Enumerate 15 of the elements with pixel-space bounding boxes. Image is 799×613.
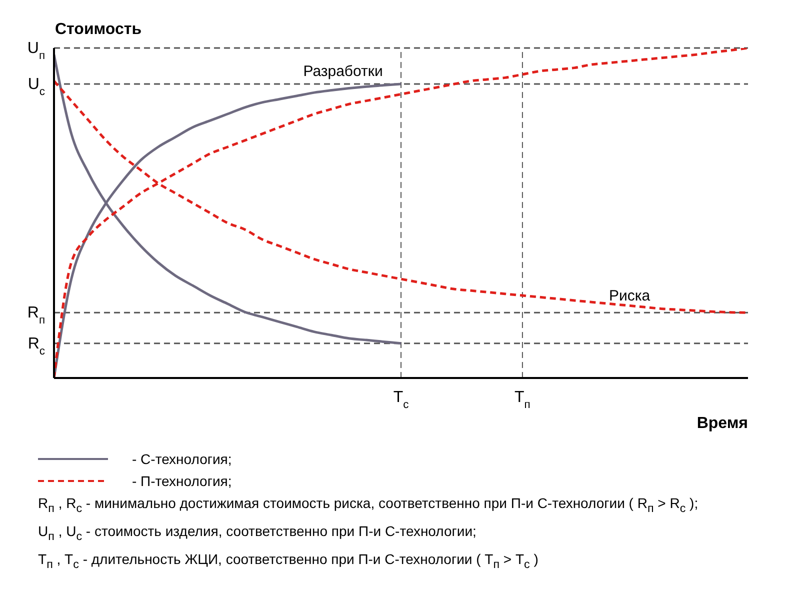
annotation: Риска bbox=[609, 287, 651, 304]
ref-line-label: U$_{c}$ bbox=[28, 76, 46, 98]
x-tick-label: T$_{c}$ bbox=[393, 389, 410, 411]
legend-label: - П-технология; bbox=[132, 473, 232, 489]
x-axis-title: Время bbox=[696, 415, 748, 432]
legend-label: - С-технология; bbox=[132, 451, 232, 467]
ref-line-label: R$_{п}$ bbox=[27, 304, 45, 327]
ref-line-label: U$_{п}$ bbox=[27, 40, 45, 62]
ref-line-label: R$_{c}$ bbox=[28, 335, 46, 358]
y-axis-title: Стоимость bbox=[55, 21, 142, 38]
annotation: Разработки bbox=[303, 63, 383, 80]
text: R$_{п}$ , R$_{c}$ - минимально достижимая стоимость риска, соответственно при П-и С-технологии ( R$_{п}$ > R$_{c}$ ); bbox=[38, 495, 698, 515]
text: T$_{п}$ , T$_{c}$ - длительность ЖЦИ, соответственно при П-и С-технологии ( T$_{п}$ > T$_{c}$ ) bbox=[38, 550, 538, 570]
text: U$_{п}$ , U$_{c}$ - стоимость изделия, соответственно при П-и С-технологии; bbox=[38, 522, 478, 545]
x-tick-label: T$_{п}$ bbox=[514, 389, 530, 411]
